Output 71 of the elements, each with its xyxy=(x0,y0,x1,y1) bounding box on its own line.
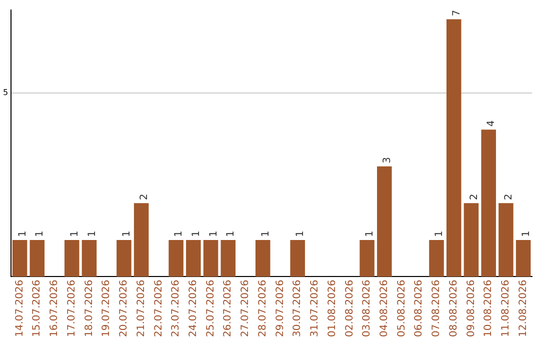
x-tick-label: 12.08.2026 xyxy=(518,280,529,338)
data-label: 1 xyxy=(520,230,532,237)
bar xyxy=(516,240,531,277)
data-label: 1 xyxy=(434,230,446,237)
x-tick-label: 25.07.2026 xyxy=(205,280,216,338)
x-tick-label: 03.08.2026 xyxy=(362,280,373,338)
data-label: 1 xyxy=(191,230,202,237)
data-label: 1 xyxy=(208,230,220,237)
bar xyxy=(30,240,45,277)
data-label: 1 xyxy=(174,230,185,237)
x-tick-label: 22.07.2026 xyxy=(153,280,164,338)
data-label: 3 xyxy=(382,156,394,164)
x-tick-label: 02.08.2026 xyxy=(344,280,356,338)
x-tick-label: 04.08.2026 xyxy=(379,280,390,338)
bar xyxy=(464,203,479,277)
data-label: 4 xyxy=(486,120,498,127)
data-label: 1 xyxy=(260,230,272,237)
x-tick-label: 23.07.2026 xyxy=(170,280,182,338)
x-tick-label: 09.08.2026 xyxy=(466,280,477,338)
x-tick-label: 05.08.2026 xyxy=(396,280,408,338)
bar xyxy=(64,240,80,277)
x-tick-label: 29.07.2026 xyxy=(274,280,286,338)
data-label: 1 xyxy=(364,230,376,237)
x-tick-label: 19.07.2026 xyxy=(101,280,112,338)
bar xyxy=(290,240,305,277)
data-label: 2 xyxy=(468,194,480,200)
bar xyxy=(186,240,201,277)
data-label: 1 xyxy=(226,230,237,237)
bar xyxy=(481,130,496,277)
data-label: 1 xyxy=(17,230,28,237)
x-tick-label: 30.07.2026 xyxy=(292,280,304,338)
x-tick-label: 20.07.2026 xyxy=(118,280,130,338)
x-tick-label: 08.08.2026 xyxy=(448,280,460,338)
bar xyxy=(12,240,28,277)
bar xyxy=(498,203,514,277)
bar xyxy=(429,240,444,277)
bar xyxy=(134,203,149,277)
x-tick-label: 14.07.2026 xyxy=(14,280,26,338)
data-label: 1 xyxy=(34,230,46,237)
data-label: 1 xyxy=(295,230,306,237)
x-tick-label: 31.07.2026 xyxy=(310,280,321,338)
x-tick-label: 27.07.2026 xyxy=(240,280,252,338)
bar xyxy=(446,19,462,277)
bar xyxy=(82,240,97,277)
x-tick-label: 21.07.2026 xyxy=(136,280,147,338)
data-label: 1 xyxy=(69,230,80,237)
bar xyxy=(203,240,218,277)
x-tick-label: 11.08.2026 xyxy=(500,280,512,338)
data-label: 2 xyxy=(504,194,515,200)
bar xyxy=(255,240,270,277)
x-tick-label: 17.07.2026 xyxy=(66,280,78,338)
x-tick-label: 15.07.2026 xyxy=(32,280,43,338)
x-tick-label: 16.07.2026 xyxy=(49,280,60,338)
x-tick-label: 18.07.2026 xyxy=(84,280,95,338)
x-tick-label: 07.08.2026 xyxy=(431,280,442,338)
x-tick-label: 01.08.2026 xyxy=(326,280,338,338)
bar xyxy=(116,240,132,277)
x-tick-label: 26.07.2026 xyxy=(222,280,234,338)
bar xyxy=(360,240,374,277)
bar xyxy=(220,240,236,277)
data-label: 2 xyxy=(138,194,150,200)
bar xyxy=(377,166,392,277)
data-label: 7 xyxy=(451,10,462,16)
data-label: 1 xyxy=(86,230,98,237)
y-tick-label: 5 xyxy=(2,88,8,97)
x-tick-label: 28.07.2026 xyxy=(257,280,268,338)
x-tick-label: 06.08.2026 xyxy=(414,280,425,338)
bar xyxy=(168,240,184,277)
x-tick-label: 24.07.2026 xyxy=(188,280,199,338)
x-tick-label: 10.08.2026 xyxy=(483,280,494,338)
data-label: 1 xyxy=(122,230,133,237)
